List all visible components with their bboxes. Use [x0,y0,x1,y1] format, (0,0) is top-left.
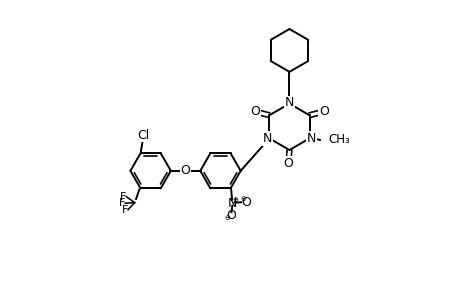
Text: O: O [250,105,259,118]
Text: O: O [180,164,190,177]
Text: N: N [227,197,236,210]
Text: O: O [283,157,293,170]
Text: CH₃: CH₃ [328,134,349,146]
Text: N: N [306,132,316,145]
Text: N: N [284,96,293,109]
Text: F: F [120,192,126,202]
Text: ⊕: ⊕ [232,197,238,203]
Text: Cl: Cl [136,129,149,142]
Text: N: N [262,132,271,145]
Text: F: F [122,205,128,215]
Text: O: O [226,208,236,222]
Text: ⊖: ⊖ [240,196,246,202]
Text: F: F [119,198,125,208]
Text: ⊖: ⊖ [224,215,230,221]
Text: O: O [241,196,251,209]
Text: O: O [318,105,328,118]
